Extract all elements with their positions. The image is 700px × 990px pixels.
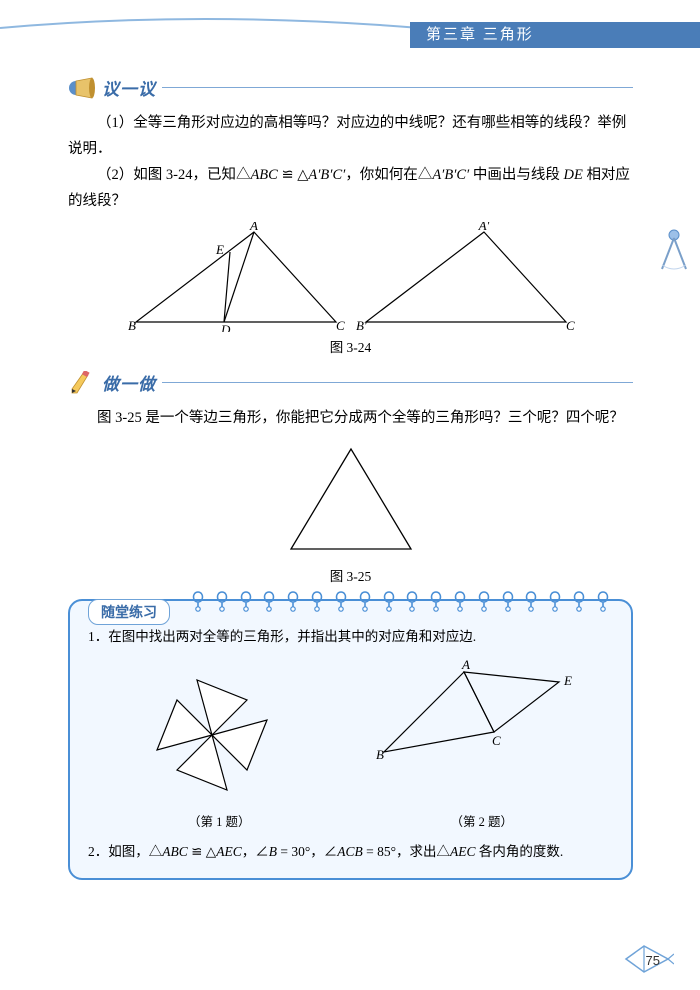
spiral-ring [309, 590, 325, 612]
pinwheel-figure [127, 657, 297, 807]
main-content: 议一议 （1）全等三角形对应边的高相等吗？对应边的中线呢？还有哪些相等的线段？举… [68, 75, 633, 880]
svg-text:B: B [128, 318, 136, 332]
spiral-ring [214, 590, 230, 612]
section-discuss: 议一议 [68, 75, 633, 100]
svg-text:B′: B′ [356, 318, 367, 332]
triangle-abc-prime: A′ B′ C′ [356, 222, 576, 332]
spiral-ring [357, 590, 373, 612]
spiral-ring [452, 590, 468, 612]
svg-text:C: C [336, 318, 345, 332]
fig324-caption: 图 3-24 [68, 336, 633, 356]
spiral-ring [238, 590, 254, 612]
spiral-ring [595, 590, 611, 612]
svg-text:A: A [249, 222, 258, 233]
svg-text:E: E [215, 242, 224, 257]
spiral-ring [333, 590, 349, 612]
figure-3-25 [68, 441, 633, 561]
ex-captions: （第 1 题） （第 2 题） [88, 811, 613, 830]
spiral-ring [285, 590, 301, 612]
svg-text:A: A [461, 657, 470, 672]
spiral-ring [404, 590, 420, 612]
svg-text:B: B [376, 747, 384, 762]
cap2: （第 2 题） [450, 811, 513, 830]
chapter-bar: 第三章 三角形 [410, 22, 700, 48]
compass-icon [654, 225, 694, 273]
spiral-ring [476, 590, 492, 612]
do-title: 做一做 [102, 370, 156, 395]
section-do: 做一做 [68, 370, 633, 395]
ex-q1: 1．在图中找出两对全等的三角形，并指出其中的对应角和对应边. [88, 625, 613, 649]
svg-text:C′: C′ [566, 318, 576, 332]
spiral-ring [547, 590, 563, 612]
spiral-ring [523, 590, 539, 612]
megaphone-icon [68, 76, 96, 100]
fig325-caption: 图 3-25 [68, 565, 633, 585]
ex-q2: 2．如图，△ABC ≌ △AEC，∠B = 30°，∠ACB = 85°，求出△… [88, 840, 613, 864]
spiral-ring [571, 590, 587, 612]
exercise-figures: A B C E [88, 657, 613, 807]
svg-text:E: E [563, 673, 572, 688]
svg-text:C: C [492, 733, 501, 748]
spiral-ring [428, 590, 444, 612]
spiral-ring [381, 590, 397, 612]
hr2 [162, 382, 633, 383]
discuss-p1: （1）全等三角形对应边的高相等吗？对应边的中线呢？还有哪些相等的线段？举例说明． [68, 110, 633, 162]
spiral-ring [190, 590, 206, 612]
hr [162, 87, 633, 88]
spiral-binding [190, 590, 611, 612]
pencil-icon [68, 371, 96, 395]
exercise-box: 随堂练习 1．在图中找出两对全等的三角形，并指出其中的对应角和对应边. A B [68, 599, 633, 880]
svg-text:A′: A′ [477, 222, 489, 233]
q2-figure: A B C E [374, 657, 574, 767]
spiral-ring [500, 590, 516, 612]
discuss-p2: （2）如图 3-24，已知△ABC ≌ △A′B′C′，你如何在△A′B′C′ … [68, 162, 633, 214]
exercise-tab: 随堂练习 [88, 599, 170, 625]
discuss-title: 议一议 [102, 75, 156, 100]
triangle-abc: A B C D E [126, 222, 346, 332]
page-number: 75 [646, 953, 660, 968]
svg-text:D: D [220, 322, 231, 332]
spiral-ring [261, 590, 277, 612]
do-p1: 图 3-25 是一个等边三角形，你能把它分成两个全等的三角形吗？三个呢？四个呢？ [68, 405, 633, 431]
figure-3-24: A B C D E A′ B′ C′ [68, 222, 633, 332]
cap1: （第 1 题） [188, 811, 251, 830]
